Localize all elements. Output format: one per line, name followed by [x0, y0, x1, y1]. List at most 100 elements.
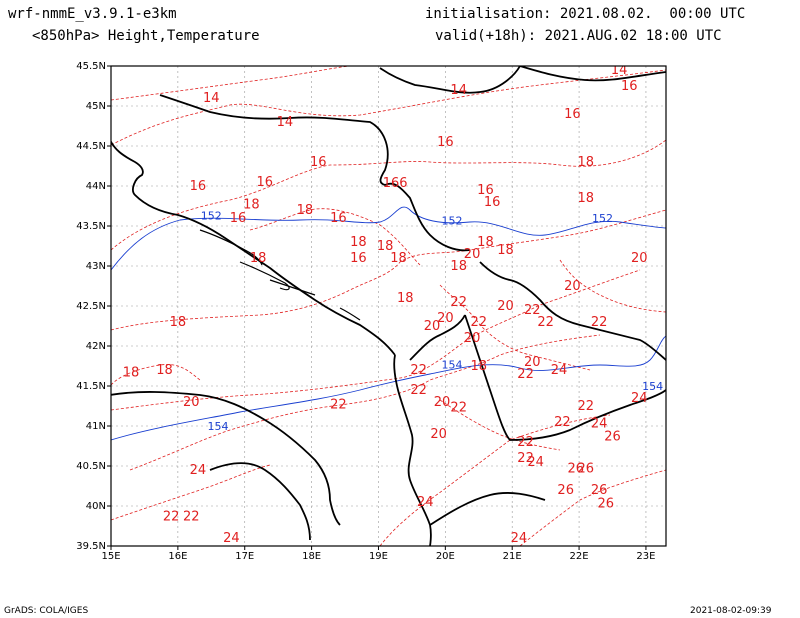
temperature-label: 20: [497, 299, 514, 314]
field-title: <850hPa> Height,Temperature: [32, 28, 260, 44]
temperature-label: 14: [450, 83, 467, 98]
lon-tick-label: 17E: [235, 551, 254, 562]
temperature-label: 26: [567, 461, 584, 476]
lon-tick-label: 23E: [636, 551, 655, 562]
temperature-label: 18: [350, 235, 367, 250]
temperature-label: 166: [383, 176, 408, 191]
lat-tick-label: 44.5N: [76, 141, 106, 152]
lat-tick-label: 40.5N: [76, 461, 106, 472]
height-label: 154: [442, 358, 463, 371]
temperature-label: 24: [631, 391, 648, 406]
temperature-label: 22: [554, 415, 571, 430]
temperature-label: 20: [183, 395, 200, 410]
lat-tick-label: 43N: [86, 261, 106, 272]
lon-tick-label: 21E: [503, 551, 522, 562]
height-label: 154: [642, 380, 663, 393]
temperature-label: 16: [477, 183, 494, 198]
temperature-label: 16: [437, 135, 454, 150]
temperature-label: 22: [517, 451, 534, 466]
temperature-label: 16: [230, 211, 247, 226]
valid-time: valid(+18h): 2021.AUG.02 18:00 UTC: [435, 28, 722, 44]
longitude-axis: 15E 16E 17E 18E 19E 20E 21E 22E 23E: [101, 546, 655, 562]
temperature-label: 18: [450, 259, 467, 274]
temperature-label: 22: [517, 367, 534, 382]
temperature-label: 20: [434, 395, 451, 410]
temperature-label: 18: [156, 363, 173, 378]
temperature-label: 18: [497, 243, 514, 258]
height-label: 154: [207, 420, 228, 433]
temperature-label: 26: [598, 497, 615, 512]
temperature-label: 16: [350, 251, 367, 266]
height-isolines: [111, 206, 666, 441]
temperature-label: 20: [464, 247, 481, 262]
temperature-label: 24: [551, 363, 568, 378]
temperature-label: 24: [511, 531, 528, 546]
temperature-label: 18: [243, 197, 260, 212]
temperature-label: 20: [424, 319, 441, 334]
temperature-label: 20: [464, 331, 481, 346]
init-time: initialisation: 2021.08.02. 00:00 UTC: [425, 6, 746, 22]
latitude-axis: 39.5N 40N 40.5N 41N 41.5N 42N 42.5N 43N 43.5N 44N…: [76, 61, 111, 552]
temperature-label: 22: [591, 315, 608, 330]
temperature-label: 26: [604, 429, 621, 444]
height-labels: 152 152 152 154 154 154: [201, 210, 663, 433]
temperature-label: 16: [621, 79, 638, 94]
grid-lines: [111, 66, 666, 546]
temperature-label: 22: [524, 303, 541, 318]
height-label: 152: [201, 210, 222, 223]
lon-tick-label: 16E: [168, 551, 187, 562]
lon-tick-label: 22E: [570, 551, 589, 562]
temperature-label: 22: [410, 383, 427, 398]
temperature-label: 22: [183, 509, 200, 524]
temperature-label: 18: [477, 235, 494, 250]
height-label: 152: [592, 212, 613, 225]
temperature-label: 18: [170, 315, 187, 330]
lon-tick-label: 18E: [302, 551, 321, 562]
temperature-label: 16: [484, 195, 501, 210]
temperature-label: 18: [250, 251, 267, 266]
temperature-label: 26: [557, 483, 574, 498]
footer-credit: GrADS: COLA/IGES: [4, 606, 89, 616]
temperature-label: 18: [397, 291, 414, 306]
temperature-label: 14: [203, 91, 220, 106]
temperature-label: 20: [564, 279, 581, 294]
height-label: 152: [442, 214, 463, 227]
temperature-label: 22: [450, 401, 467, 416]
temperature-isolines: [111, 66, 666, 546]
temperature-label: 16: [310, 155, 327, 170]
lat-tick-label: 40N: [86, 501, 106, 512]
lat-tick-label: 41.5N: [76, 381, 106, 392]
temperature-label: 24: [223, 531, 240, 546]
lat-tick-label: 43.5N: [76, 221, 106, 232]
temperature-label: 20: [437, 311, 454, 326]
temperature-label: 26: [577, 461, 594, 476]
temperature-label: 22: [577, 399, 594, 414]
lon-tick-label: 19E: [369, 551, 388, 562]
temperature-label: 18: [123, 365, 140, 380]
footer-timestamp: 2021-08-02-09:39: [690, 606, 772, 616]
temperature-label: 18: [390, 251, 407, 266]
temperature-label: 16: [564, 107, 581, 122]
temperature-label: 22: [330, 397, 347, 412]
temperature-label: 20: [524, 355, 541, 370]
temperature-label: 18: [577, 155, 594, 170]
lat-tick-label: 45N: [86, 101, 106, 112]
lat-tick-label: 44N: [86, 181, 106, 192]
temperature-label: 22: [450, 295, 467, 310]
temperature-label: 22: [537, 315, 554, 330]
temperature-label: 26: [591, 483, 608, 498]
temperature-label: 18: [470, 359, 487, 374]
lat-tick-label: 45.5N: [76, 61, 106, 72]
temperature-label: 18: [377, 239, 394, 254]
temperature-label: 20: [430, 427, 447, 442]
temperature-label: 16: [257, 175, 274, 190]
temperature-label: 22: [517, 435, 534, 450]
temperature-label: 24: [190, 463, 207, 478]
temperature-label: 16: [190, 179, 207, 194]
temperature-label: 18: [297, 203, 314, 218]
lon-tick-label: 20E: [436, 551, 455, 562]
lon-tick-label: 15E: [101, 551, 120, 562]
temperature-label: 16: [330, 211, 347, 226]
temperature-label: 24: [591, 417, 608, 432]
